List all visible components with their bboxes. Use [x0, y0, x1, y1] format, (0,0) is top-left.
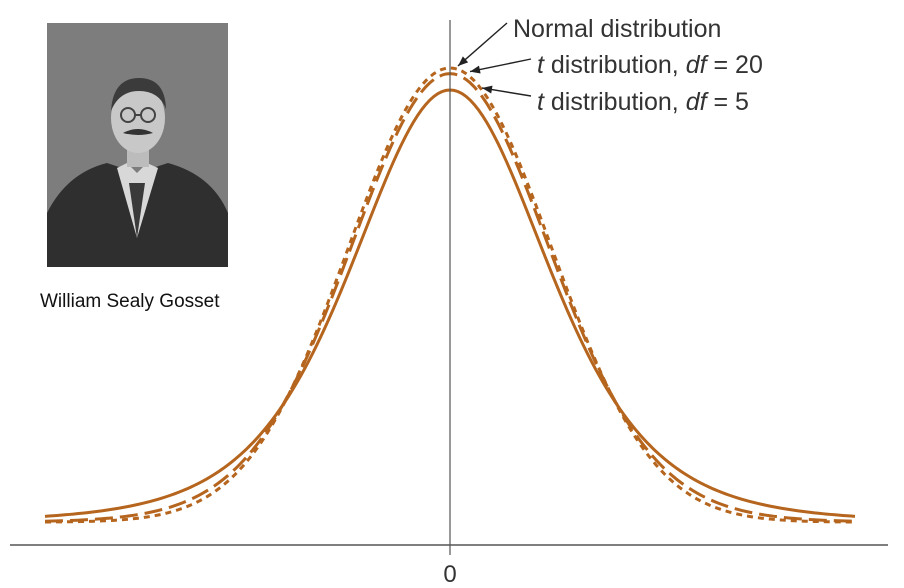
- series-label: Normal distribution: [513, 15, 721, 43]
- x-tick-label: 0: [443, 561, 456, 588]
- series-label-part: t: [537, 88, 545, 116]
- series-label-part: distribution,: [544, 51, 686, 79]
- series-label-part: df: [686, 88, 710, 116]
- portrait-caption: William Sealy Gosset: [40, 291, 220, 312]
- series-labels: Normal distribution t distribution, df = …: [457, 15, 763, 116]
- gosset-portrait: [47, 23, 228, 267]
- series-label-part: t: [537, 51, 545, 79]
- series-label-part: distribution,: [544, 88, 686, 116]
- series-label-part: = 5: [707, 88, 749, 116]
- label-arrow-line: [469, 58, 532, 73]
- portrait-illustration: [47, 23, 228, 267]
- series-line: [44, 66, 856, 524]
- series-label-part: Normal distribution: [513, 15, 721, 43]
- label-arrow-head: [458, 56, 469, 66]
- label-arrow-head: [482, 85, 493, 94]
- label-arrow-line: [457, 22, 508, 67]
- label-arrow-head: [470, 65, 481, 74]
- series-label: t distribution, df = 20: [537, 51, 763, 79]
- series-label: t distribution, df = 5: [537, 88, 749, 116]
- series-label-part: df: [686, 51, 710, 79]
- series-label-part: = 20: [707, 51, 763, 79]
